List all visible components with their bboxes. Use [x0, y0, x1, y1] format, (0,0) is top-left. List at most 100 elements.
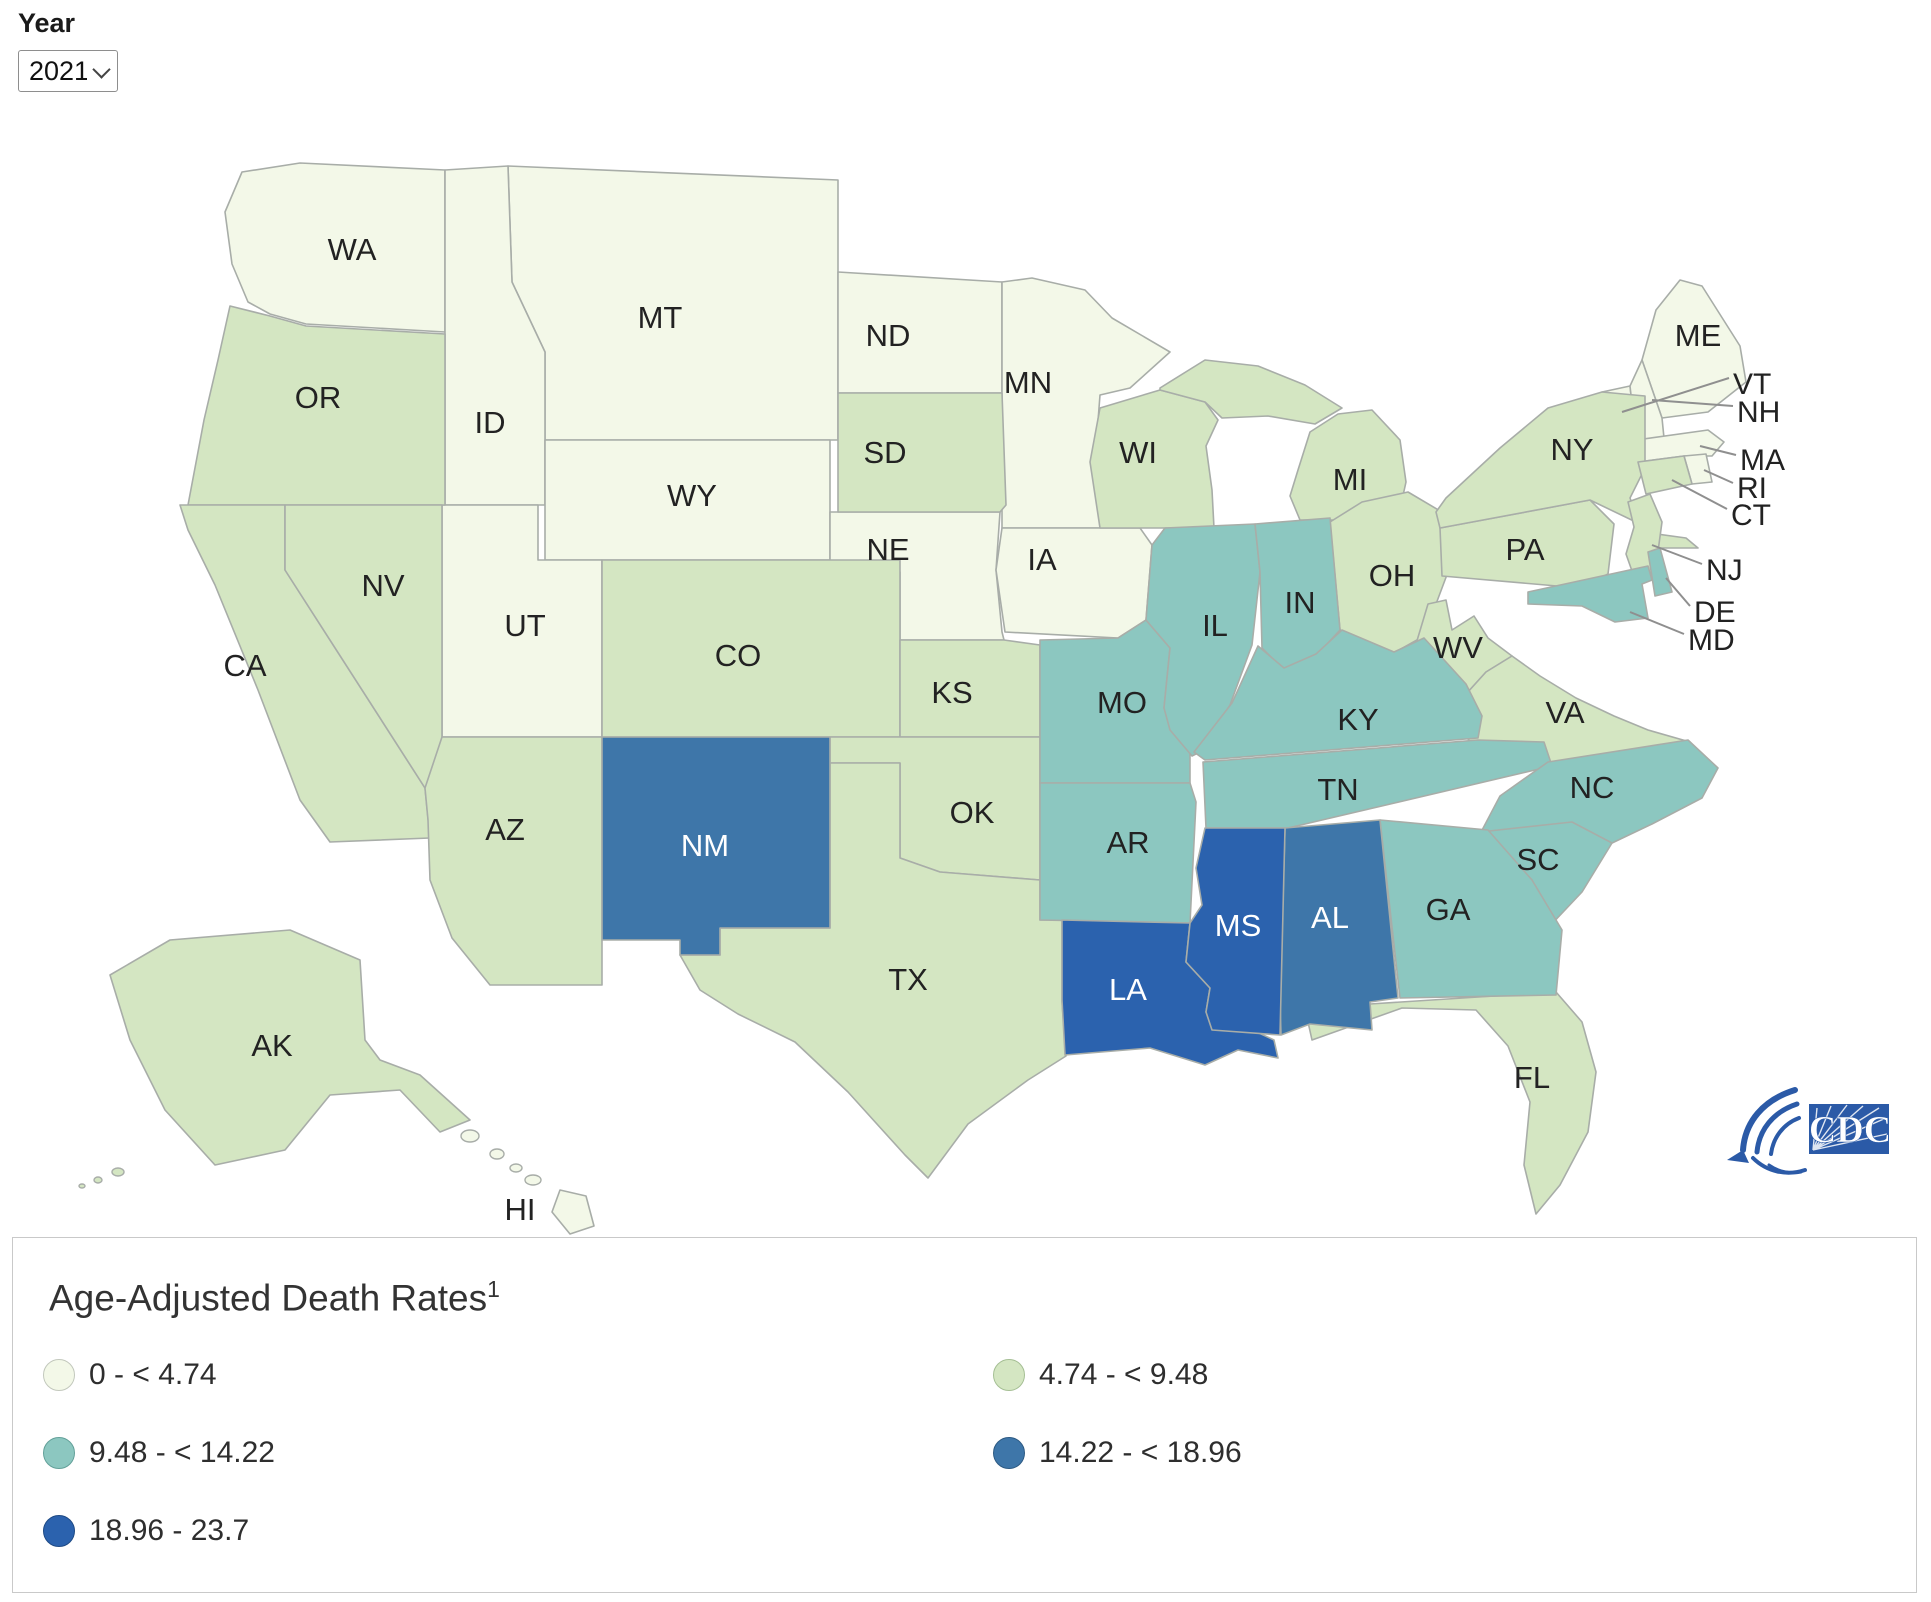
state-label-IA: IA	[1027, 542, 1057, 577]
state-label-IL: IL	[1202, 608, 1228, 643]
state-HI-island	[460, 1129, 480, 1143]
state-label-WY: WY	[667, 478, 717, 513]
state-AK-island	[93, 1176, 103, 1184]
state-ME[interactable]	[1641, 279, 1747, 419]
state-MD[interactable]	[1527, 565, 1653, 623]
state-MS[interactable]	[1185, 827, 1286, 1036]
state-label-ND: ND	[866, 318, 911, 353]
cdc-logo-text: CDC	[1809, 1109, 1891, 1151]
state-AZ[interactable]	[424, 736, 603, 986]
state-label-CT: CT	[1731, 499, 1771, 532]
state-KY[interactable]	[1193, 629, 1483, 761]
leader-line-NJ	[1651, 544, 1703, 565]
leader-line-VT	[1621, 377, 1730, 413]
state-label-MT: MT	[638, 300, 683, 335]
state-AK-island	[78, 1183, 86, 1189]
state-WA[interactable]	[224, 162, 446, 333]
legend-item-label: 9.48 - < 14.22	[89, 1436, 275, 1469]
state-label-IN: IN	[1285, 585, 1316, 620]
state-SD[interactable]	[837, 392, 1007, 513]
leader-line-CT	[1671, 479, 1728, 510]
state-label-TN: TN	[1317, 772, 1358, 807]
state-AK-island	[111, 1167, 125, 1177]
state-label-NC: NC	[1570, 770, 1615, 805]
state-label-AR: AR	[1106, 825, 1149, 860]
state-NC[interactable]	[1479, 739, 1719, 845]
state-NM[interactable]	[601, 736, 831, 956]
legend-item-label: 0 - < 4.74	[89, 1358, 217, 1391]
state-label-KS: KS	[931, 675, 972, 710]
state-label-VT: VT	[1733, 368, 1771, 401]
state-label-MI: MI	[1333, 462, 1367, 497]
state-label-MS: MS	[1215, 908, 1262, 943]
legend-swatch	[43, 1515, 75, 1547]
state-label-NY: NY	[1550, 432, 1593, 467]
legend-title-footnote: 1	[487, 1276, 500, 1302]
year-control: Year 2021	[18, 8, 118, 92]
state-label-RI: RI	[1737, 472, 1767, 505]
state-label-ID: ID	[475, 405, 506, 440]
state-label-MO: MO	[1097, 685, 1147, 720]
legend-item: 0 - < 4.74	[43, 1357, 217, 1393]
state-label-CA: CA	[223, 648, 266, 683]
state-FL[interactable]	[1307, 991, 1597, 1215]
state-label-NV: NV	[361, 568, 404, 603]
state-label-NE: NE	[866, 532, 909, 567]
state-label-WV: WV	[1433, 630, 1483, 665]
leader-line-MA	[1699, 445, 1737, 456]
leader-line-NH	[1651, 399, 1734, 407]
state-HI-island	[509, 1163, 523, 1173]
leader-line-MD	[1629, 611, 1685, 635]
state-label-DE: DE	[1694, 596, 1736, 629]
state-label-WA: WA	[328, 232, 377, 267]
state-IA[interactable]	[995, 527, 1153, 639]
state-label-AL: AL	[1311, 900, 1349, 935]
state-AK[interactable]	[109, 929, 471, 1166]
legend-item: 9.48 - < 14.22	[43, 1435, 275, 1471]
state-HI[interactable]	[551, 1189, 595, 1235]
state-label-VA: VA	[1545, 695, 1584, 730]
state-ND[interactable]	[837, 271, 1003, 394]
legend-swatch	[993, 1359, 1025, 1391]
leader-line-RI	[1703, 469, 1734, 484]
leader-line-DE	[1665, 577, 1691, 607]
state-label-OR: OR	[295, 380, 342, 415]
legend-item-label: 4.74 - < 9.48	[1039, 1358, 1209, 1391]
state-label-NH: NH	[1737, 396, 1780, 429]
state-GA[interactable]	[1379, 819, 1563, 999]
legend-item: 14.22 - < 18.96	[993, 1435, 1242, 1471]
legend-item: 4.74 - < 9.48	[993, 1357, 1208, 1393]
state-label-MD: MD	[1688, 624, 1735, 657]
state-DE[interactable]	[1647, 547, 1673, 597]
state-AR[interactable]	[1039, 782, 1197, 924]
legend-swatch	[43, 1359, 75, 1391]
legend-title: Age-Adjusted Death Rates1	[49, 1276, 500, 1319]
legend-swatch	[993, 1437, 1025, 1469]
hhs-eagle-icon	[1727, 1087, 1807, 1175]
state-MI-part	[1159, 359, 1343, 425]
state-NY[interactable]	[1435, 391, 1646, 529]
state-HI-island	[524, 1174, 542, 1186]
state-label-KY: KY	[1337, 702, 1378, 737]
state-MI[interactable]	[1289, 409, 1407, 521]
year-select[interactable]: 2021	[18, 50, 118, 92]
state-label-MN: MN	[1004, 365, 1052, 400]
state-label-GA: GA	[1426, 892, 1471, 927]
state-label-NM: NM	[681, 828, 729, 863]
state-label-CO: CO	[715, 638, 762, 673]
state-label-ME: ME	[1675, 318, 1722, 353]
state-label-UT: UT	[504, 608, 545, 643]
year-select-wrap: 2021	[18, 50, 118, 92]
state-label-OK: OK	[950, 795, 995, 830]
legend-item: 18.96 - 23.7	[43, 1513, 249, 1549]
state-label-HI: HI	[505, 1192, 536, 1227]
state-HI-island	[489, 1148, 505, 1160]
cdc-logo-box: CDC	[1809, 1104, 1891, 1154]
state-label-TX: TX	[888, 962, 928, 997]
state-OR[interactable]	[187, 305, 446, 506]
state-label-WI: WI	[1119, 435, 1157, 470]
legend-title-text: Age-Adjusted Death Rates	[49, 1277, 488, 1319]
state-CT[interactable]	[1637, 455, 1693, 495]
